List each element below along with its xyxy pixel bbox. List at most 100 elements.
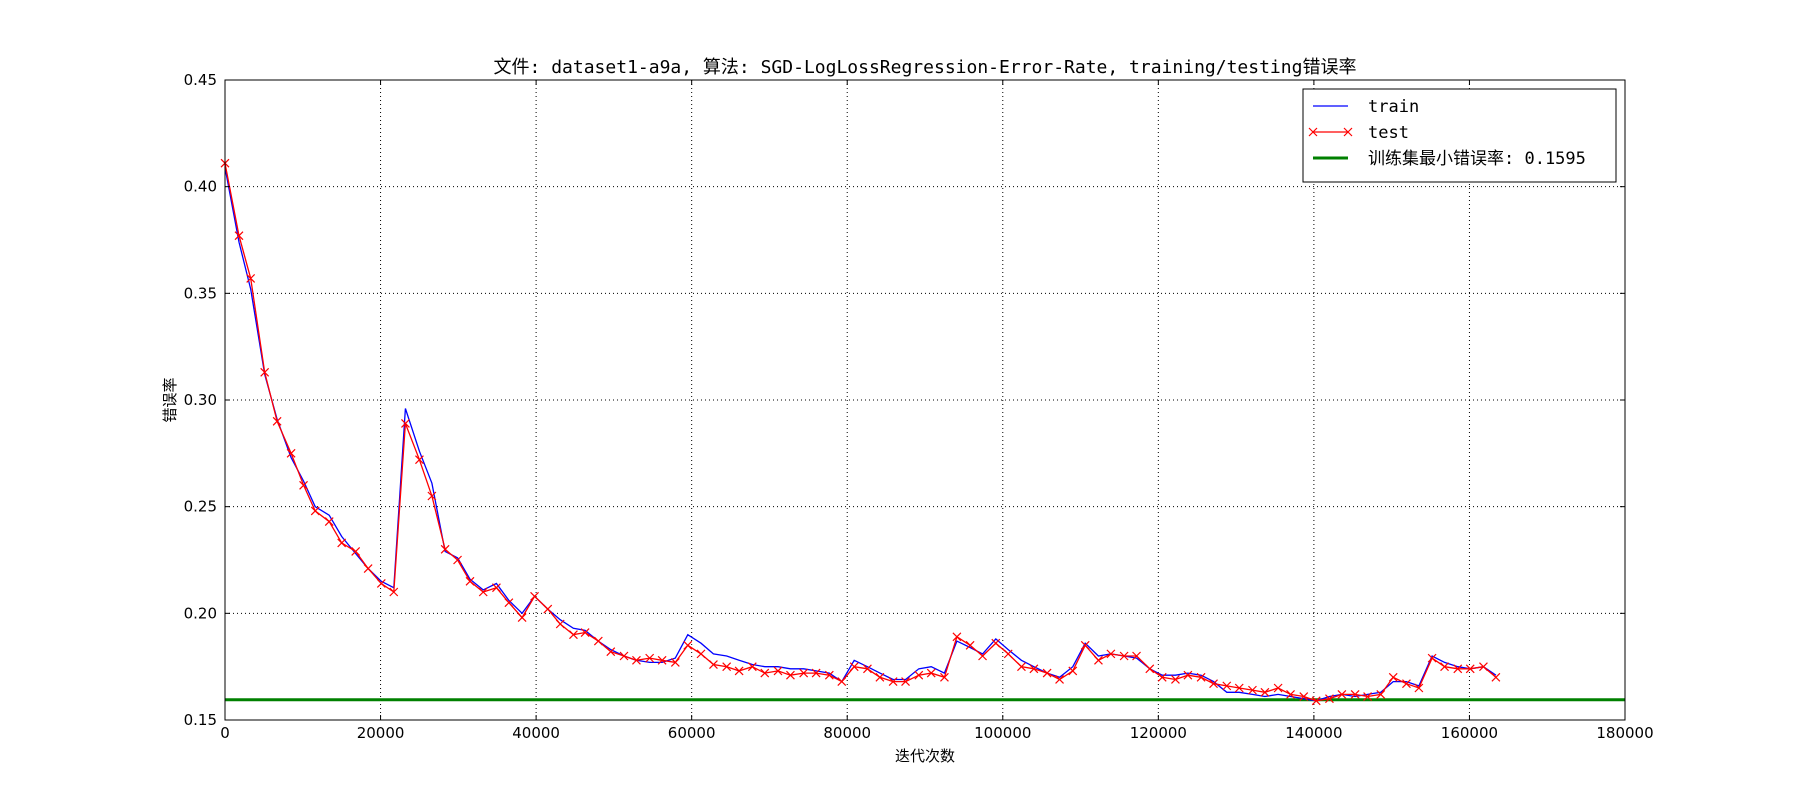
data-point-test [1453,664,1463,674]
legend-label: train [1368,97,1419,117]
data-point-test [234,231,244,241]
data-point-test [453,555,462,565]
data-point-test [272,416,282,426]
legend-marker [1308,127,1318,137]
data-point-test [1299,692,1309,701]
series-line-train [224,167,1497,702]
data-point-test [991,638,1001,648]
series-line-test [224,163,1497,702]
y-tick-label: 0.35 [184,284,217,302]
series-layer [220,158,1501,706]
legend: train test 训练集最小错误率: 0.1595 [1302,88,1617,183]
data-point-test [555,619,565,629]
data-point-test [786,670,795,680]
data-point-test [1017,662,1026,672]
series-train [224,167,1497,702]
data-point-test [914,670,924,680]
x-tick-label: 180000 [1596,724,1653,742]
data-point-test [1055,675,1064,684]
data-point-test [863,664,872,674]
data-point-test [1080,640,1090,650]
y-tick-label: 0.30 [184,391,217,409]
data-point-test [747,662,757,672]
x-tick-label: 40000 [512,724,560,742]
x-axis-label: 迭代次数 [895,747,955,765]
x-tick-label: 120000 [1130,724,1187,742]
x-tick-label: 140000 [1285,724,1342,742]
y-tick-label: 0.40 [184,178,217,196]
data-point-test [389,587,399,597]
data-point-test [1145,664,1155,674]
data-point-test [619,651,629,661]
data-point-test [888,677,898,687]
data-point-test [1222,681,1232,691]
data-point-test [324,517,334,527]
data-point-test [246,273,256,283]
data-point-test [1094,655,1103,665]
data-point-test [734,666,744,676]
data-point-test [926,668,936,678]
x-tick-label: 60000 [668,724,716,742]
data-point-test [875,672,885,682]
data-point-test [952,632,962,642]
data-point-test [1234,683,1244,693]
y-tick-label: 0.45 [184,71,217,89]
data-point-test [849,662,859,672]
data-point-test [1325,694,1334,704]
data-point-test [1209,679,1218,689]
x-tick-label: 20000 [357,724,405,742]
data-point-test [1183,670,1193,680]
data-point-test [1388,672,1398,682]
x-tick-label: 160000 [1441,724,1498,742]
data-point-test [1042,668,1052,678]
data-point-test [606,647,616,657]
data-point-test [1465,664,1475,674]
data-point-test [1273,683,1283,693]
data-point-test [799,668,809,678]
data-point-test [1491,672,1501,682]
data-point-test [965,640,975,650]
data-point-test [543,604,553,614]
legend-label: 训练集最小错误率: 0.1595 [1368,149,1586,169]
data-point-test [363,564,373,573]
data-point-test [1119,651,1129,661]
legend-label: test [1368,123,1409,143]
data-point-test [824,670,834,680]
x-tick-label: 80000 [823,724,871,742]
data-point-test [1003,649,1013,659]
data-point-test [1029,664,1039,674]
data-point-test [1106,649,1116,659]
data-point-test [569,630,578,640]
data-point-test [504,598,514,608]
data-point-test [465,576,475,586]
data-point-test [837,677,847,687]
data-point-test [1479,662,1488,672]
data-point-test [376,579,386,588]
x-tick-label: 0 [220,724,230,742]
data-point-test [657,655,667,665]
data-point-test [299,480,308,490]
data-point-test [530,591,539,601]
chart-title: 文件: dataset1-a9a, 算法: SGD-LogLossRegress… [494,57,1357,78]
data-point-test [478,587,488,597]
data-point-test [978,651,987,661]
data-point-test [351,547,361,556]
data-point-test [593,636,603,646]
data-point-test [1260,687,1270,697]
data-point-test [427,491,437,501]
data-point-test [632,655,641,665]
grid [225,80,1625,720]
data-point-test [1157,672,1167,682]
data-point-test [901,677,910,687]
data-point-test [1440,662,1449,672]
data-point-test [580,628,590,637]
data-point-test [1132,651,1141,661]
data-point-test [722,662,732,672]
data-point-test [1068,666,1078,676]
data-point-test [517,613,527,623]
data-point-test [1350,689,1360,699]
data-point-test [440,544,450,554]
y-tick-label: 0.25 [184,498,217,516]
ticks: 0 20000 40000 60000 80000 100000 120000 140000 1… [184,71,1654,742]
y-tick-label: 0.20 [184,604,217,622]
